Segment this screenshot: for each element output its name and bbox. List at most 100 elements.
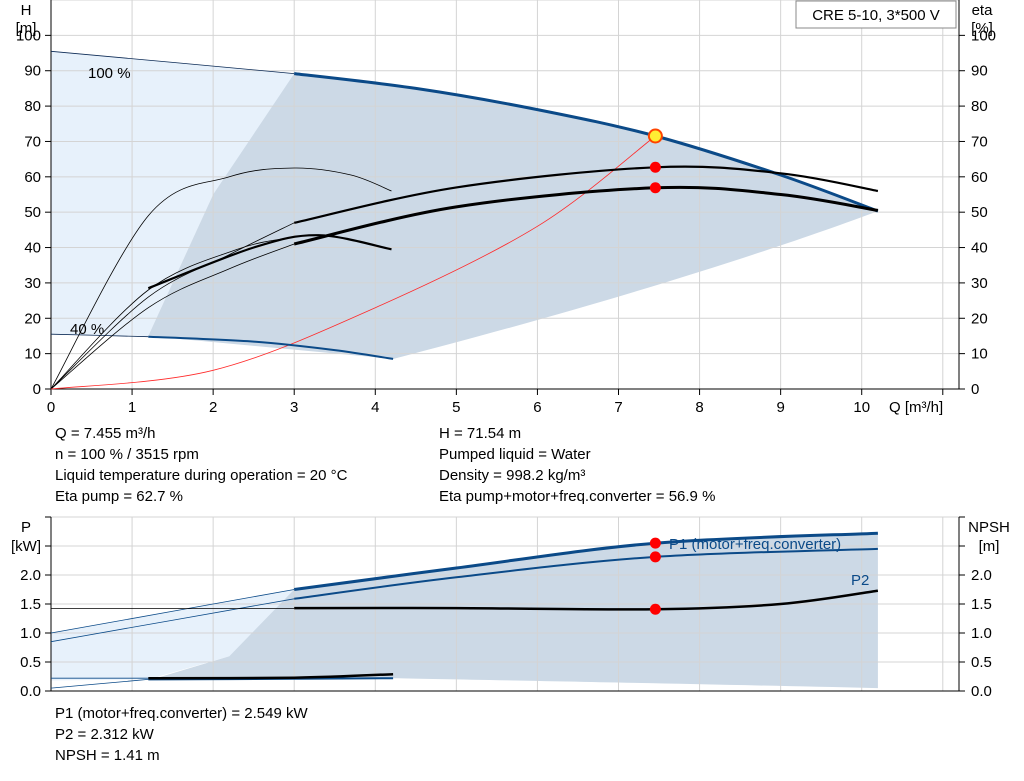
ytick-label-left: 0 bbox=[33, 381, 41, 398]
info-bottom: P1 (motor+freq.converter) = 2.549 kW P2 … bbox=[55, 703, 308, 766]
y-axis-unit-right: [%] bbox=[971, 20, 993, 37]
p1-40-curve bbox=[148, 672, 394, 680]
ytick-label-left: 20 bbox=[24, 310, 41, 327]
ytick-label-left-bottom: 1.5 bbox=[20, 596, 41, 613]
p1-thin-curve bbox=[50, 589, 295, 634]
ytick-label-left: 70 bbox=[24, 133, 41, 150]
info-npsh: NPSH = 1.41 m bbox=[55, 747, 160, 764]
system-curve bbox=[50, 135, 656, 390]
info-p1: P1 (motor+freq.converter) = 2.549 kW bbox=[55, 705, 308, 722]
ytick-label-left: 10 bbox=[24, 346, 41, 363]
label-40-percent: 40 % bbox=[70, 321, 104, 338]
ytick-label-left-bottom: 0.0 bbox=[20, 683, 41, 700]
h100-curve bbox=[294, 72, 879, 213]
op-point-p1 bbox=[649, 537, 661, 549]
npsh-axis-unit: [m] bbox=[979, 538, 1000, 555]
ytick-label-right: 20 bbox=[971, 310, 988, 327]
op-point-eta-pump bbox=[649, 161, 661, 173]
ytick-label-right: 80 bbox=[971, 98, 988, 115]
y-axis-label-right: eta bbox=[972, 2, 994, 19]
operating-points-layer bbox=[647, 128, 663, 615]
p2-curve bbox=[294, 547, 878, 600]
xtick-label: 2 bbox=[209, 399, 217, 416]
ytick-label-left: 50 bbox=[24, 204, 41, 221]
efficiency-area-layer bbox=[51, 51, 878, 689]
eta-pump-thin-curve bbox=[50, 222, 295, 390]
p2-40-thin-curve bbox=[50, 679, 149, 689]
h100-thin-curve bbox=[50, 50, 295, 74]
xtick-label: 7 bbox=[614, 399, 622, 416]
info-speed: n = 100 % / 3515 rpm bbox=[55, 446, 199, 463]
eta40-thin-curve bbox=[50, 167, 392, 390]
xtick-label: 5 bbox=[452, 399, 460, 416]
ytick-label-left: 100 bbox=[16, 27, 41, 44]
label-100-percent: 100 % bbox=[88, 65, 131, 82]
h40-thin-curve bbox=[50, 333, 149, 338]
xtick-label: 6 bbox=[533, 399, 541, 416]
ytick-label-left-bottom: 1.0 bbox=[20, 625, 41, 642]
p2-thin-curve bbox=[50, 598, 295, 643]
area-light-bottom bbox=[51, 589, 295, 681]
info-density: Density = 998.2 kg/m³ bbox=[439, 467, 586, 484]
ytick-label-right-bottom: 1.5 bbox=[971, 596, 992, 613]
op-point-p2 bbox=[649, 551, 661, 563]
ytick-label-left: 40 bbox=[24, 240, 41, 257]
label-p1-curve: P1 (motor+freq.converter) bbox=[669, 536, 841, 553]
label-p2-curve: P2 bbox=[851, 572, 869, 589]
ytick-label-left: 30 bbox=[24, 275, 41, 292]
ytick-label-right-bottom: 0.0 bbox=[971, 683, 992, 700]
xtick-label: 3 bbox=[290, 399, 298, 416]
xtick-label: 10 bbox=[853, 399, 870, 416]
info-eta-total: Eta pump+motor+freq.converter = 56.9 % bbox=[439, 488, 716, 505]
ytick-label-right: 60 bbox=[971, 169, 988, 186]
info-flow: Q = 7.455 m³/h bbox=[55, 425, 156, 442]
info-top-left: Q = 7.455 m³/h n = 100 % / 3515 rpm Liqu… bbox=[55, 423, 347, 507]
x-axis-label: Q [m³/h] bbox=[889, 399, 943, 416]
ytick-label-left: 60 bbox=[24, 169, 41, 186]
info-liquid-temp: Liquid temperature during operation = 20… bbox=[55, 467, 348, 484]
ytick-label-right: 10 bbox=[971, 346, 988, 363]
y-axis-unit-left: [m] bbox=[16, 20, 37, 37]
eta-total-thin-curve bbox=[50, 243, 295, 390]
op-point-head bbox=[647, 128, 663, 144]
op-point-eta-total bbox=[649, 182, 661, 194]
npsh-axis-label: NPSH bbox=[968, 519, 1010, 536]
legend-title: CRE 5-10, 3*500 V bbox=[812, 7, 940, 24]
xtick-label: 4 bbox=[371, 399, 379, 416]
ytick-label-right-bottom: 1.0 bbox=[971, 625, 992, 642]
ytick-label-right: 90 bbox=[971, 63, 988, 80]
info-p2: P2 = 2.312 kW bbox=[55, 726, 154, 743]
ytick-label-right: 70 bbox=[971, 133, 988, 150]
ytick-label-right-bottom: 2.0 bbox=[971, 567, 992, 584]
eta40-total-curve bbox=[147, 234, 392, 290]
npsh-curve bbox=[294, 589, 879, 611]
info-top-right: H = 71.54 m Pumped liquid = Water Densit… bbox=[439, 423, 715, 507]
xtick-label: 8 bbox=[695, 399, 703, 416]
xtick-label: 9 bbox=[776, 399, 784, 416]
area-light-top bbox=[51, 51, 295, 336]
xtick-label: 0 bbox=[47, 399, 55, 416]
ytick-label-left: 80 bbox=[24, 98, 41, 115]
eta40b-thin-curve bbox=[50, 236, 295, 390]
ytick-label-right: 50 bbox=[971, 204, 988, 221]
eta-pump-curve bbox=[293, 165, 879, 224]
h40-curve bbox=[148, 335, 394, 360]
ytick-label-left: 90 bbox=[24, 63, 41, 80]
p-axis-unit: [kW] bbox=[11, 538, 41, 555]
p-axis-label: P bbox=[21, 519, 31, 536]
eta-total-curve bbox=[293, 185, 879, 246]
area-dark-top bbox=[148, 73, 878, 359]
y-axis-label-left: H bbox=[21, 2, 32, 19]
curves-layer bbox=[50, 50, 879, 689]
ytick-label-right: 40 bbox=[971, 240, 988, 257]
info-head: H = 71.54 m bbox=[439, 425, 522, 442]
ytick-label-left-bottom: 0.5 bbox=[20, 654, 41, 671]
axes-layer bbox=[45, 0, 965, 692]
info-eta-pump: Eta pump = 62.7 % bbox=[55, 488, 183, 505]
legend-box bbox=[795, 0, 957, 29]
ytick-label-left-bottom: 2.0 bbox=[20, 567, 41, 584]
ytick-label-right: 0 bbox=[971, 381, 979, 398]
ytick-label-right: 30 bbox=[971, 275, 988, 292]
